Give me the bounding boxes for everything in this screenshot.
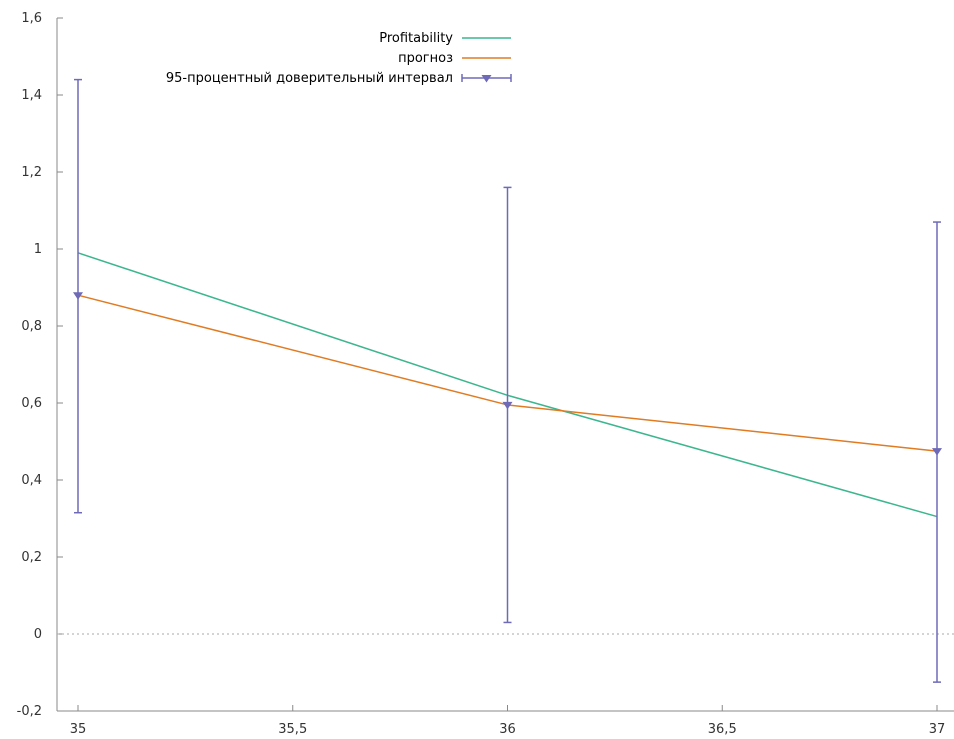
x-tick-label: 35,5 bbox=[278, 722, 307, 737]
legend-label: прогноз bbox=[398, 51, 453, 66]
x-tick-label: 37 bbox=[929, 722, 946, 737]
y-tick-label: 1 bbox=[34, 242, 42, 257]
y-tick-label: 0,2 bbox=[21, 550, 42, 565]
y-ticks: -0,2 0 0,2 0,4 0,6 0,8 1 1,2 1,4 1,6 bbox=[17, 11, 63, 719]
y-tick-label: 0 bbox=[34, 627, 42, 642]
x-tick-label: 35 bbox=[70, 722, 87, 737]
data-point-marker bbox=[932, 448, 942, 456]
data-point-marker bbox=[73, 292, 83, 300]
y-tick-label: 0,4 bbox=[21, 473, 42, 488]
series-layer bbox=[73, 78, 942, 683]
y-tick-label: 1,6 bbox=[21, 11, 42, 26]
legend-sample-marker bbox=[481, 75, 492, 83]
y-tick-label: 1,4 bbox=[21, 88, 42, 103]
x-tick-label: 36 bbox=[499, 722, 516, 737]
y-tick-label: 0,6 bbox=[21, 396, 42, 411]
legend: Profitability прогноз 95-процентный довери… bbox=[166, 31, 512, 86]
legend-label: 95-процентный доверительный интервал bbox=[166, 71, 453, 86]
legend-label: Profitability bbox=[379, 31, 453, 46]
axes bbox=[56, 18, 954, 712]
x-ticks: 35 35,5 36 36,5 37 bbox=[70, 705, 946, 737]
y-tick-label: 1,2 bbox=[21, 165, 42, 180]
data-point-marker bbox=[502, 401, 513, 410]
y-tick-label: 0,8 bbox=[21, 319, 42, 334]
y-tick-label: -0,2 bbox=[17, 704, 42, 719]
x-tick-label: 36,5 bbox=[708, 722, 737, 737]
